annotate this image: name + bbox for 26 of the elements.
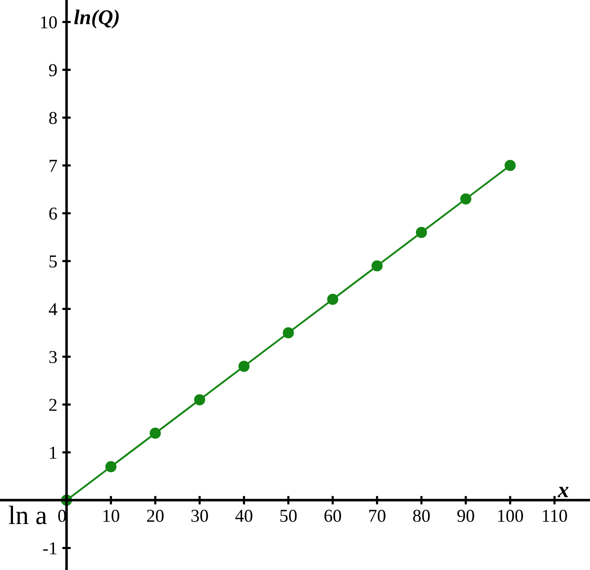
y-tick-label: 6 xyxy=(49,208,57,220)
x-tick-label: 30 xyxy=(191,510,208,522)
x-tick-label: 40 xyxy=(235,510,252,522)
y-tick-label: 1 xyxy=(50,446,56,459)
y-tick-label: 3 xyxy=(49,351,57,364)
y-tick-label: 2 xyxy=(49,398,57,411)
y-axis-title: ln(Q) xyxy=(74,10,119,28)
x-tick-label: 90 xyxy=(457,510,474,522)
y-tick-label: 10 xyxy=(41,16,57,28)
x-tick-label: 110 xyxy=(542,510,568,522)
y-tick-label: 5 xyxy=(50,256,57,268)
x-tick-label: 80 xyxy=(413,510,430,522)
x-tick-label: 60 xyxy=(324,510,342,522)
y-tick-label: 4 xyxy=(48,303,58,316)
x-tick-label: 10 xyxy=(103,510,120,522)
x-tick-label: 50 xyxy=(280,510,297,522)
x-tick-label: 0 xyxy=(58,510,66,522)
x-tick-label: 20 xyxy=(147,510,164,522)
annotation: ln a xyxy=(8,506,47,524)
y-tick-label: 8 xyxy=(49,112,57,124)
x-axis-title: x xyxy=(558,486,568,498)
x-tick-label: 70 xyxy=(369,510,386,522)
y-tick-label: 7 xyxy=(50,160,57,172)
x-tick-label: 100 xyxy=(498,510,524,522)
y-tick-label: -1 xyxy=(43,542,56,554)
y-tick-label: 9 xyxy=(49,64,57,76)
